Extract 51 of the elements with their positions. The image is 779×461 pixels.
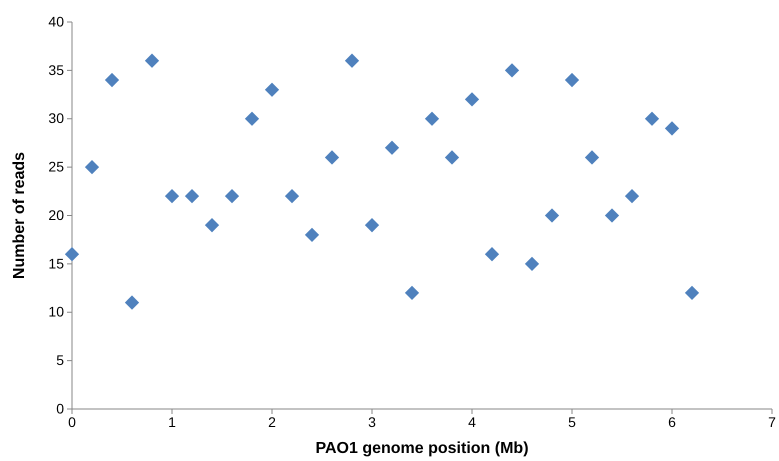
x-tick-label: 6 xyxy=(668,414,676,430)
x-tick-label: 2 xyxy=(268,414,276,430)
y-tick-label: 5 xyxy=(56,352,64,368)
point xyxy=(144,54,160,68)
point xyxy=(684,286,700,300)
point xyxy=(64,247,80,262)
point xyxy=(124,295,140,310)
point xyxy=(524,256,540,272)
point xyxy=(504,63,520,78)
x-tick-label: 7 xyxy=(768,414,776,430)
point xyxy=(364,218,380,232)
y-tick-label: 0 xyxy=(56,400,64,416)
y-tick-label: 35 xyxy=(48,62,64,78)
y-tick-label: 25 xyxy=(48,158,64,175)
x-tick-label: 3 xyxy=(368,414,376,430)
point xyxy=(204,218,220,232)
y-tick-label: 30 xyxy=(48,110,64,126)
point xyxy=(344,54,360,68)
x-axis-title: PAO1 genome position (Mb) xyxy=(315,440,529,457)
point xyxy=(104,72,120,88)
point xyxy=(184,189,200,204)
point xyxy=(624,189,640,204)
point xyxy=(644,112,660,126)
y-tick-label: 10 xyxy=(48,304,64,320)
point xyxy=(84,160,100,174)
point xyxy=(384,140,400,155)
x-tick-label: 1 xyxy=(168,414,176,430)
y-tick-label: 20 xyxy=(48,206,64,223)
point xyxy=(604,208,620,223)
point xyxy=(584,150,600,165)
x-tick-label: 5 xyxy=(568,414,576,430)
point xyxy=(484,247,500,262)
point xyxy=(164,189,180,204)
point xyxy=(424,112,440,126)
point xyxy=(304,228,320,242)
y-axis-title: Number of reads xyxy=(11,152,28,280)
point xyxy=(284,189,300,204)
point xyxy=(244,112,260,126)
point xyxy=(224,189,240,204)
point xyxy=(324,150,340,165)
point xyxy=(264,82,280,97)
point xyxy=(544,208,560,223)
x-tick-label: 0 xyxy=(68,414,76,430)
point xyxy=(464,92,480,107)
y-tick-label: 40 xyxy=(48,13,64,30)
point xyxy=(404,286,420,300)
point xyxy=(664,121,680,136)
x-tick-label: 4 xyxy=(468,414,476,430)
point xyxy=(444,150,460,165)
point xyxy=(564,72,580,88)
y-tick-label: 15 xyxy=(48,255,64,272)
